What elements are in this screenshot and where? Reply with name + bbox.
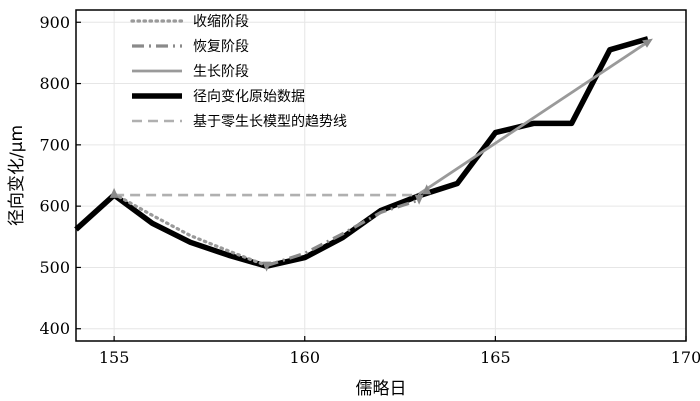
series-marker [414,194,424,205]
series-marker [109,187,119,198]
grid [76,10,687,341]
y-tick-label: 400 [39,319,70,338]
legend-label: 径向变化原始数据 [193,89,305,105]
y-tick-label: 800 [39,74,70,93]
x-tick-label: 155 [99,348,130,367]
series-group [74,36,649,269]
y-tick-label: 700 [39,135,70,154]
legend-label: 恢复阶段 [193,38,249,55]
y-tick-label: 900 [39,13,70,32]
series-line-0 [112,192,269,268]
marker-group [109,38,653,272]
legend-label: 生长阶段 [193,64,249,80]
ticks: 155 160 165 170 400 500 600 700 800 900 [39,13,700,367]
series-line-2 [418,40,649,196]
series-marker [262,261,272,272]
series-marker [422,184,432,195]
x-tick-label: 165 [480,348,511,367]
plot-frame [75,9,687,342]
y-axis-label: 径向变化/μm [7,125,27,226]
series-marker [642,38,653,48]
legend-label: 收缩阶段 [193,14,249,30]
legend-label: 基于零生长模型的趋势线 [193,113,347,130]
x-tick-label: 160 [289,348,320,367]
y-tick-label: 500 [39,258,70,277]
y-tick-label: 600 [39,197,70,216]
x-axis-label: 儒略日 [356,379,407,399]
series-line-1 [266,198,420,268]
x-tick-label: 170 [671,348,700,367]
